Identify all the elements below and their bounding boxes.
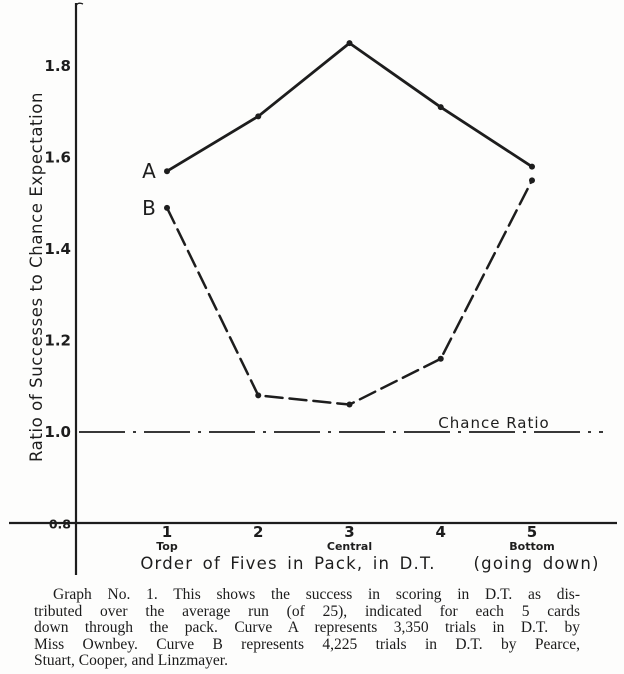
dt-scoring-line-chart: 1.8 1.6 1.4 1.2 1.0 0.8 Ratio of Successes to … bbox=[9, 2, 617, 575]
y-tick-label: 1.4 bbox=[44, 240, 71, 258]
curve-B-label: B bbox=[142, 196, 156, 220]
curve-A-label: A bbox=[142, 159, 156, 183]
x-tick-label: 1 bbox=[162, 523, 172, 541]
x-tick-label: 3 bbox=[344, 523, 354, 541]
data-point-A-2 bbox=[255, 113, 262, 120]
data-point-B-2 bbox=[255, 392, 262, 399]
caption-line: Miss Ownbey. Curve B represents 4,225 tr… bbox=[34, 635, 580, 653]
data-point-A-5 bbox=[529, 163, 535, 170]
x-tick-sublabel: Central bbox=[327, 540, 372, 553]
y-axis-title: Ratio of Successes to Chance Expectation bbox=[27, 92, 46, 462]
x-tick-label: 2 bbox=[253, 523, 263, 541]
x-tick-label: 5 bbox=[527, 523, 537, 541]
y-tick-label: 1.0 bbox=[44, 423, 71, 441]
data-point-B-5 bbox=[529, 177, 535, 184]
y-tick-label: 1.8 bbox=[44, 57, 71, 75]
y-tick-label: 0.8 bbox=[49, 517, 71, 532]
chance-ratio-label: Chance Ratio bbox=[438, 414, 549, 432]
curve-B-line bbox=[165, 179, 534, 406]
x-tick-label: 4 bbox=[436, 523, 446, 541]
y-axis-top-flourish bbox=[75, 2, 84, 11]
caption-line: down through the pack. Curve A represent… bbox=[34, 619, 580, 637]
curve-A-line bbox=[165, 41, 534, 173]
data-point-A-1 bbox=[164, 168, 170, 175]
data-point-B-3 bbox=[346, 401, 353, 408]
caption-line: tributed over the average run (of 25), i… bbox=[34, 602, 580, 620]
data-point-B-1 bbox=[164, 204, 170, 211]
caption-line: Stuart, Cooper, and Linzmayer. bbox=[34, 652, 228, 670]
x-axis-title: Order of Fives in Pack, in D.T. (going d… bbox=[140, 554, 599, 573]
y-tick-label: 1.2 bbox=[44, 332, 71, 350]
data-point-A-4 bbox=[437, 104, 444, 111]
figure-caption: Graph No. 1. This shows the success in s… bbox=[0, 578, 624, 670]
data-point-A-3 bbox=[346, 40, 353, 47]
data-point-B-4 bbox=[437, 355, 444, 362]
caption-line: Graph No. 1. This shows the success in s… bbox=[53, 586, 580, 603]
x-tick-sublabel: Top bbox=[156, 540, 178, 553]
x-tick-sublabel: Bottom bbox=[509, 540, 554, 553]
y-tick-label: 1.6 bbox=[44, 149, 71, 167]
